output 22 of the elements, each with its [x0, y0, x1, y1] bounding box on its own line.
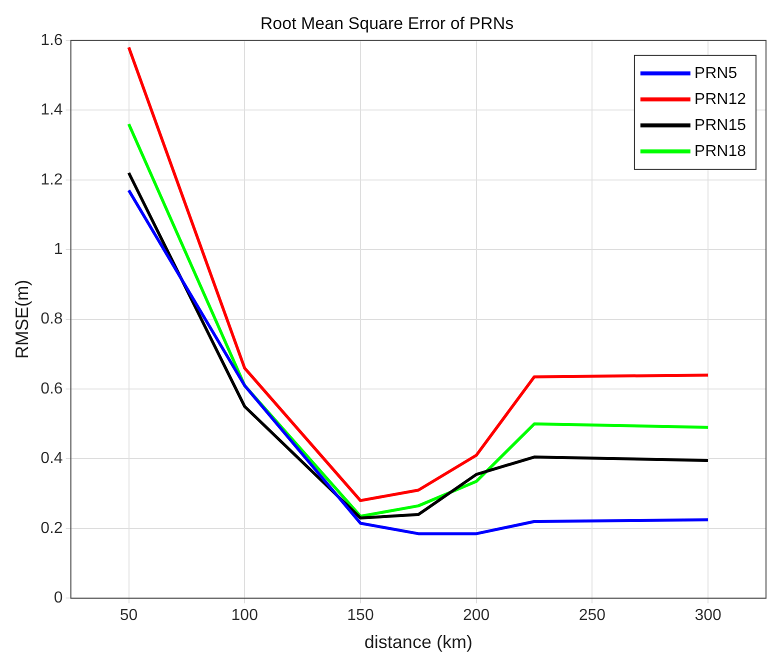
x-tick-label: 100 [231, 607, 258, 624]
legend-label: PRN5 [694, 64, 738, 82]
x-tick-label: 50 [120, 607, 138, 624]
y-tick-label: 1.6 [40, 32, 63, 49]
legend-label: PRN12 [694, 90, 746, 108]
y-tick-label: 0 [54, 590, 63, 607]
y-tick-label: 1.4 [40, 102, 63, 119]
x-tick-label: 300 [694, 607, 722, 624]
y-tick-label: 1 [54, 240, 63, 258]
x-tick-label: 200 [463, 607, 490, 624]
y-tick-label: 0.2 [40, 520, 63, 537]
legend-label: PRN18 [694, 142, 746, 160]
y-axis-title: RMSE(m) [12, 280, 32, 359]
x-tick-label: 150 [347, 607, 374, 624]
y-tick-label: 0.4 [40, 450, 63, 468]
y-tick-label: 1.2 [40, 171, 63, 188]
legend-label: PRN15 [694, 116, 746, 134]
x-tick-label: 250 [578, 607, 606, 624]
y-tick-label: 0.6 [40, 380, 63, 398]
x-axis-title: distance (km) [364, 632, 472, 652]
y-tick-label: 0.8 [40, 310, 63, 328]
chart-title: Root Mean Square Error of PRNs [260, 14, 514, 33]
